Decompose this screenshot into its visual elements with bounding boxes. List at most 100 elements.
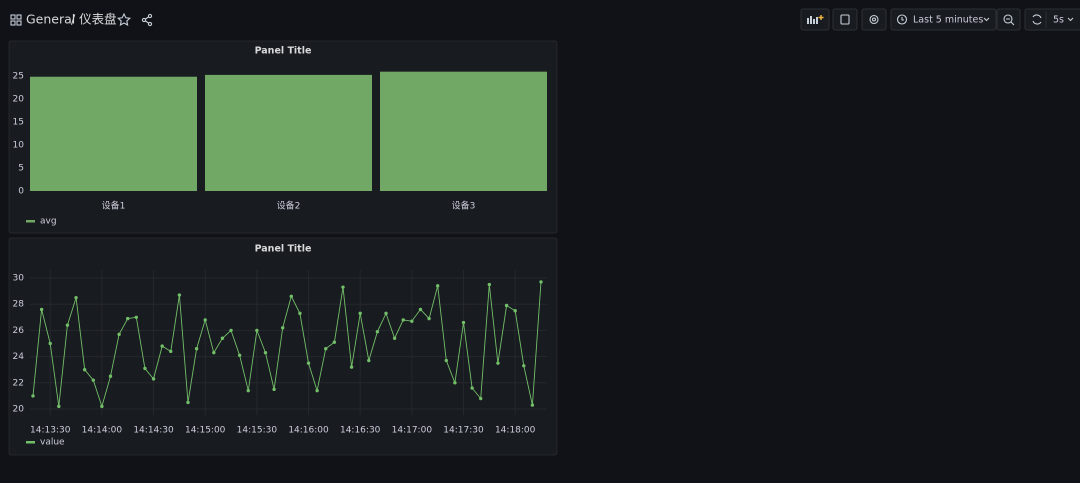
y-tick-label: 24 [13,352,25,362]
data-point [401,318,405,322]
data-point [513,309,517,313]
data-point [324,347,328,351]
data-point [332,340,337,344]
x-tick-label: 14:16:30 [340,426,381,436]
refresh-interval[interactable]: 5s [1053,15,1064,26]
data-point [444,358,448,363]
data-point [504,303,509,308]
data-point [315,388,319,393]
data-point [108,374,113,378]
data-point [100,404,104,409]
data-point [74,295,78,300]
data-point [392,336,397,340]
x-tick-label: 设备3 [452,200,476,212]
data-point [435,284,440,288]
data-point [186,400,190,405]
y-tick-label: 28 [13,300,25,310]
folder-name[interactable]: General [26,12,75,27]
x-tick-label: 14:14:00 [82,426,123,436]
line-series [32,281,542,408]
dashboard-icon[interactable] [10,14,22,26]
panel-title: Panel Title [255,244,312,255]
data-point [82,368,87,372]
dashboard-title[interactable]: / 仪表盘 [71,12,117,27]
data-point [298,311,302,316]
refresh-picker[interactable]: 5s [1024,8,1080,31]
data-point [384,311,388,316]
data-point [479,396,483,401]
data-point [539,280,543,284]
data-point [31,394,35,398]
data-point [496,361,500,365]
x-tick-label: 14:16:00 [288,426,329,436]
data-point [306,361,311,365]
legend-label: avg [40,217,57,227]
data-point [134,315,139,319]
bar [380,71,547,191]
y-tick-label: 5 [18,163,24,173]
settings-button[interactable] [861,8,887,31]
data-point [48,341,52,346]
time-picker[interactable]: Last 5 minutes [890,8,997,31]
data-point [39,307,44,312]
x-tick-label: 14:14:30 [133,426,174,436]
data-point [349,365,354,369]
data-point [289,294,294,299]
x-tick-label: 设备2 [277,200,301,212]
data-point [65,323,70,327]
data-point [341,285,345,289]
data-point [255,328,259,333]
y-tick-label: 20 [13,94,25,104]
data-point [126,316,130,321]
bar [205,74,372,191]
panel [8,237,558,456]
data-point [220,336,225,340]
add-panel-button[interactable] [800,8,830,31]
data-point [203,318,207,322]
x-tick-label: 14:13:30 [30,426,71,436]
data-point [487,282,492,287]
x-tick-label: 14:17:00 [392,426,433,436]
data-point [151,377,156,381]
bar [30,76,197,191]
legend-swatch [26,441,35,444]
y-tick-label: 26 [13,326,25,336]
y-tick-label: 30 [13,274,25,284]
data-point [160,344,164,348]
data-point [410,319,414,323]
data-point [246,388,250,393]
data-point [461,320,466,325]
data-point [169,349,173,354]
data-point [418,307,423,312]
y-tick-label: 22 [13,378,24,388]
data-point [263,350,268,355]
x-tick-label: 14:17:30 [443,426,484,436]
data-point [280,326,285,330]
x-tick-label: 14:18:00 [495,426,536,436]
panel-title: Panel Title [255,46,312,57]
star-icon[interactable] [116,12,132,27]
save-button[interactable] [832,8,858,31]
data-point [470,386,474,390]
legend-swatch [26,220,35,223]
data-point [212,350,216,355]
time-range[interactable]: Last 5 minutes [913,15,983,26]
x-tick-label: 设备1 [102,200,126,212]
share-icon[interactable] [141,13,153,27]
y-tick-label: 10 [13,140,25,150]
data-point [530,403,535,407]
y-tick-label: 0 [18,187,24,197]
data-point [229,328,233,333]
y-tick-label: 20 [13,405,25,415]
data-point [375,330,380,334]
data-point [522,364,526,368]
x-tick-label: 14:15:00 [185,426,226,436]
data-point [143,366,147,371]
data-point [194,347,199,351]
data-point [453,381,457,385]
data-point [57,404,61,409]
y-tick-label: 15 [13,117,24,127]
y-tick-label: 25 [13,71,24,81]
zoom-out-button[interactable] [996,8,1021,31]
